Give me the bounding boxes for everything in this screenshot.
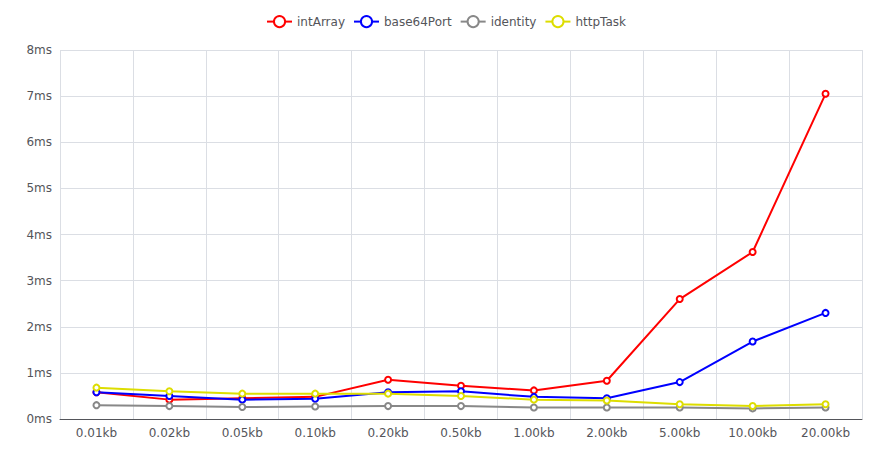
svg-text:intArray: intArray <box>297 15 345 29</box>
svg-text:0ms: 0ms <box>26 412 52 426</box>
svg-text:2.00kb: 2.00kb <box>586 426 627 440</box>
svg-text:0.10kb: 0.10kb <box>295 426 336 440</box>
svg-text:0.20kb: 0.20kb <box>367 426 408 440</box>
svg-text:2ms: 2ms <box>26 320 52 334</box>
svg-text:3ms: 3ms <box>26 274 52 288</box>
svg-text:10.00kb: 10.00kb <box>728 426 777 440</box>
svg-text:1.00kb: 1.00kb <box>513 426 554 440</box>
svg-text:base64Port: base64Port <box>384 15 452 29</box>
svg-text:0.05kb: 0.05kb <box>222 426 263 440</box>
svg-text:5ms: 5ms <box>26 181 52 195</box>
svg-text:0.01kb: 0.01kb <box>76 426 117 440</box>
svg-text:8ms: 8ms <box>26 43 52 57</box>
svg-text:identity: identity <box>491 15 537 29</box>
svg-text:0.02kb: 0.02kb <box>149 426 190 440</box>
svg-text:httpTask: httpTask <box>575 15 626 29</box>
svg-text:6ms: 6ms <box>26 135 52 149</box>
svg-text:5.00kb: 5.00kb <box>659 426 700 440</box>
svg-text:0.50kb: 0.50kb <box>440 426 481 440</box>
svg-text:4ms: 4ms <box>26 228 52 242</box>
svg-text:1ms: 1ms <box>26 366 52 380</box>
svg-text:20.00kb: 20.00kb <box>801 426 850 440</box>
svg-text:7ms: 7ms <box>26 89 52 103</box>
